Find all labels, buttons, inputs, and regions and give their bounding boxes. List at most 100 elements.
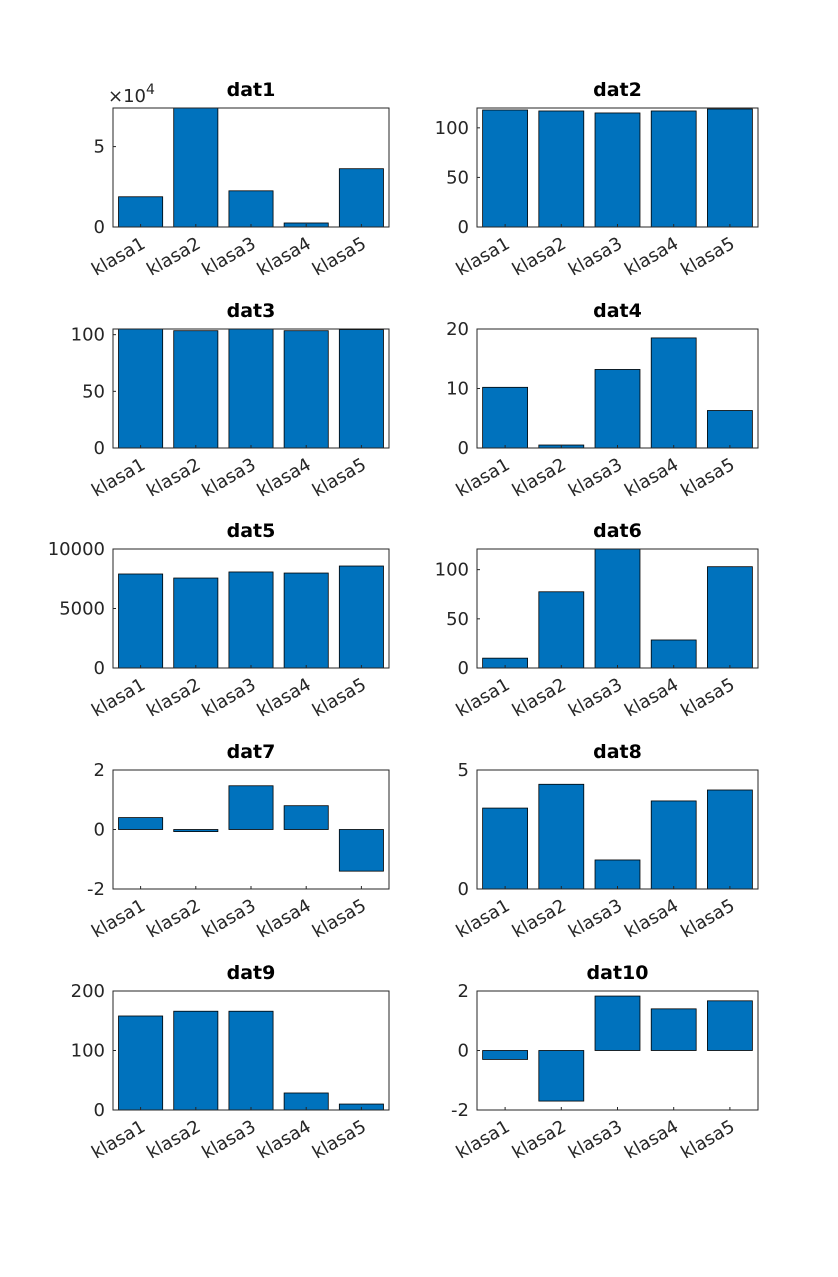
bar bbox=[228, 571, 274, 669]
y-tick-label: 2 bbox=[94, 760, 105, 781]
x-tick-label: klasa5 bbox=[677, 674, 738, 721]
bar bbox=[228, 190, 274, 228]
y-tick-label: 100 bbox=[71, 325, 105, 346]
y-tick-label: 0 bbox=[94, 820, 105, 841]
x-tick-label: klasa3 bbox=[565, 1116, 626, 1163]
x-tick-label: klasa4 bbox=[621, 674, 682, 721]
axes-box bbox=[476, 548, 759, 669]
axes-box bbox=[112, 548, 390, 669]
bar bbox=[118, 196, 164, 228]
y-tick-label: 0 bbox=[94, 1100, 105, 1121]
bar bbox=[228, 328, 274, 449]
x-tick-label: klasa5 bbox=[309, 895, 370, 942]
bar bbox=[338, 329, 384, 449]
bar bbox=[173, 107, 219, 228]
x-tick-label: klasa1 bbox=[88, 1116, 149, 1163]
y-tick-label: 5 bbox=[94, 137, 105, 158]
bar bbox=[594, 369, 641, 449]
bar bbox=[173, 330, 219, 449]
y-tick-label: 0 bbox=[94, 658, 105, 679]
x-tick-label: klasa4 bbox=[621, 454, 682, 501]
x-tick-label: klasa4 bbox=[254, 895, 315, 942]
bar bbox=[482, 807, 528, 890]
x-tick-label: klasa1 bbox=[453, 895, 514, 942]
bar bbox=[338, 168, 384, 228]
x-tick-label: klasa4 bbox=[621, 1116, 682, 1163]
x-tick-label: klasa3 bbox=[565, 674, 626, 721]
x-tick-label: klasa1 bbox=[453, 1116, 514, 1163]
x-tick-label: klasa2 bbox=[143, 674, 204, 721]
y-tick-label: 200 bbox=[71, 981, 105, 1002]
x-tick-label: klasa3 bbox=[565, 233, 626, 280]
bar bbox=[594, 548, 641, 669]
bar bbox=[338, 829, 384, 872]
y-tick-label: 50 bbox=[446, 167, 469, 188]
bar bbox=[482, 109, 528, 228]
x-tick-label: klasa2 bbox=[509, 233, 570, 280]
x-tick-label: klasa2 bbox=[509, 1116, 570, 1163]
x-tick-label: klasa4 bbox=[254, 454, 315, 501]
y-exponent: ×104 bbox=[108, 82, 155, 107]
x-tick-label: klasa5 bbox=[677, 1116, 738, 1163]
x-tick-label: klasa1 bbox=[88, 674, 149, 721]
x-tick-label: klasa3 bbox=[565, 895, 626, 942]
y-tick-label: 0 bbox=[94, 217, 105, 238]
x-tick-label: klasa5 bbox=[309, 454, 370, 501]
x-tick-label: klasa1 bbox=[453, 233, 514, 280]
x-tick-label: klasa3 bbox=[198, 233, 259, 280]
chart-title: dat3 bbox=[227, 300, 276, 322]
x-tick-label: klasa4 bbox=[254, 674, 315, 721]
y-tick-label: -2 bbox=[87, 879, 105, 900]
chart-title: dat2 bbox=[593, 79, 642, 101]
x-tick-label: klasa5 bbox=[309, 233, 370, 280]
x-tick-label: klasa5 bbox=[677, 454, 738, 501]
y-tick-label: 10 bbox=[446, 379, 469, 400]
x-tick-label: klasa2 bbox=[509, 454, 570, 501]
x-tick-label: klasa2 bbox=[143, 895, 204, 942]
bar bbox=[283, 805, 329, 830]
bar bbox=[173, 829, 219, 832]
bar bbox=[538, 783, 585, 890]
bar bbox=[228, 785, 274, 830]
y-tick-label: 0 bbox=[458, 879, 469, 900]
bar bbox=[118, 1015, 164, 1111]
axes-box bbox=[112, 990, 390, 1111]
bar bbox=[283, 330, 329, 449]
x-tick-label: klasa4 bbox=[621, 895, 682, 942]
axes-box bbox=[476, 990, 759, 1111]
x-tick-label: klasa4 bbox=[254, 233, 315, 280]
y-exponent-power: 4 bbox=[146, 82, 155, 98]
bar bbox=[707, 108, 753, 228]
y-tick-label: 0 bbox=[458, 217, 469, 238]
y-exponent-base: ×10 bbox=[108, 86, 146, 107]
chart-title: dat10 bbox=[587, 962, 649, 984]
x-tick-label: klasa3 bbox=[565, 454, 626, 501]
x-tick-label: klasa2 bbox=[143, 233, 204, 280]
bar bbox=[707, 410, 753, 449]
y-tick-label: 100 bbox=[435, 118, 469, 139]
x-tick-label: klasa3 bbox=[198, 895, 259, 942]
y-tick-label: 5000 bbox=[59, 599, 105, 620]
x-tick-label: klasa1 bbox=[453, 454, 514, 501]
y-tick-label: 100 bbox=[71, 1041, 105, 1062]
chart-title: dat1 bbox=[227, 79, 276, 101]
bar bbox=[538, 1050, 585, 1102]
chart-title: dat8 bbox=[593, 741, 642, 763]
bar bbox=[650, 337, 697, 449]
bar bbox=[650, 110, 697, 228]
x-tick-label: klasa2 bbox=[143, 1116, 204, 1163]
y-tick-label: 0 bbox=[458, 1041, 469, 1062]
bar bbox=[118, 817, 164, 830]
y-tick-label: 2 bbox=[458, 981, 469, 1002]
y-tick-label: 50 bbox=[82, 381, 105, 402]
y-tick-label: 20 bbox=[446, 319, 469, 340]
bar bbox=[594, 995, 641, 1051]
axes-box bbox=[476, 107, 759, 228]
bar bbox=[482, 1050, 528, 1060]
axes-box bbox=[112, 328, 390, 449]
x-tick-label: klasa5 bbox=[309, 1116, 370, 1163]
x-tick-label: klasa1 bbox=[88, 895, 149, 942]
bar bbox=[650, 639, 697, 669]
x-tick-label: klasa3 bbox=[198, 454, 259, 501]
